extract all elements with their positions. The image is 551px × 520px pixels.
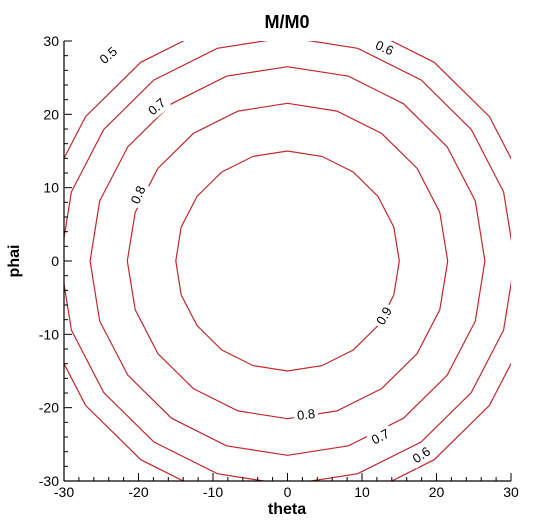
contour-label-background (293, 405, 319, 425)
contour-label-background (142, 93, 172, 121)
contour-label-background (366, 424, 395, 450)
contour-label-background (371, 301, 398, 331)
x-tick-label: -10 (203, 484, 223, 500)
x-axis-label: theta (268, 501, 306, 518)
axis-ticks (63, 40, 512, 482)
y-axis-label: phai (6, 245, 23, 278)
contour-label-background (407, 441, 437, 469)
contour-label: 0.7 (369, 426, 392, 448)
y-tick-label: 0 (51, 253, 59, 269)
contour-label: 0.6 (373, 37, 396, 58)
x-tick-label: 10 (354, 484, 370, 500)
y-tick-label: -10 (39, 326, 59, 342)
contour-line (175, 150, 400, 372)
contour-line (89, 66, 486, 456)
contour-labels: 0.5 0.60.70.80.90.80.70.6 (94, 36, 437, 469)
x-tick-label: 30 (503, 484, 519, 500)
x-tick-label: 20 (429, 484, 445, 500)
y-tick-label: 10 (43, 180, 59, 196)
chart-title: M/M0 (265, 12, 310, 32)
x-tick-label: 0 (284, 484, 292, 500)
y-tick-label: 30 (43, 33, 59, 49)
contour-line (64, 41, 511, 481)
contour-lines (64, 41, 511, 481)
x-tick-label: -30 (54, 484, 74, 500)
contour-line (126, 102, 449, 420)
contour-label: 0.8 (296, 406, 316, 423)
contour-label-background (94, 41, 124, 70)
contour-label-background (370, 36, 399, 61)
y-tick-label: -20 (39, 400, 59, 416)
contour-label-background (126, 180, 151, 210)
y-tick-label: -30 (39, 473, 59, 489)
y-tick-label: 20 (43, 106, 59, 122)
contour-label: 0.8 (127, 183, 148, 206)
x-tick-label: -20 (128, 484, 148, 500)
contour-line (64, 41, 511, 481)
